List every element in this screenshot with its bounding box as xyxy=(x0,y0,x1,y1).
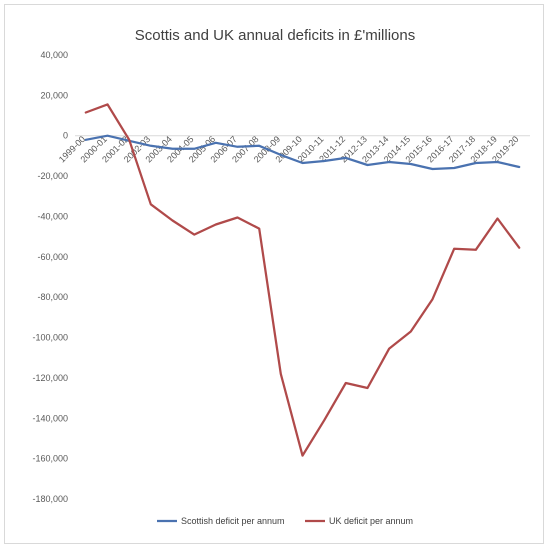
y-axis-tick-labels: 40,000 20,000 0 -20,000 -40,000 -60,000 -80,00… xyxy=(32,50,68,504)
series-line-uk-deficit xyxy=(84,103,521,457)
chart-title: Scottis and UK annual deficits in £'mill… xyxy=(134,27,416,44)
y-tick-label: -20,000 xyxy=(37,171,68,181)
legend-label-scottish: Scottish deficit per annum xyxy=(181,516,285,526)
y-tick-label: -100,000 xyxy=(32,333,68,343)
y-tick-label: -140,000 xyxy=(32,413,68,423)
legend-label-uk: UK deficit per annum xyxy=(329,516,413,526)
legend: Scottish deficit per annum UK deficit per… xyxy=(157,516,413,526)
y-tick-label: 0 xyxy=(63,131,68,141)
series-lines xyxy=(84,103,521,457)
y-tick-label: 40,000 xyxy=(40,50,68,60)
x-axis-tick-labels: 1999-002000-012001-022002-032003-042004-… xyxy=(57,134,521,164)
y-tick-label: -180,000 xyxy=(32,494,68,504)
y-tick-label: -40,000 xyxy=(37,211,68,221)
y-tick-label: -60,000 xyxy=(37,252,68,262)
y-tick-label: -160,000 xyxy=(32,454,68,464)
y-tick-label: 20,000 xyxy=(40,90,68,100)
y-tick-label: -120,000 xyxy=(32,373,68,383)
chart-frame: Scottis and UK annual deficits in £'mill… xyxy=(4,4,544,544)
series-line-scottish-deficit xyxy=(84,134,521,171)
y-tick-label: -80,000 xyxy=(37,292,68,302)
